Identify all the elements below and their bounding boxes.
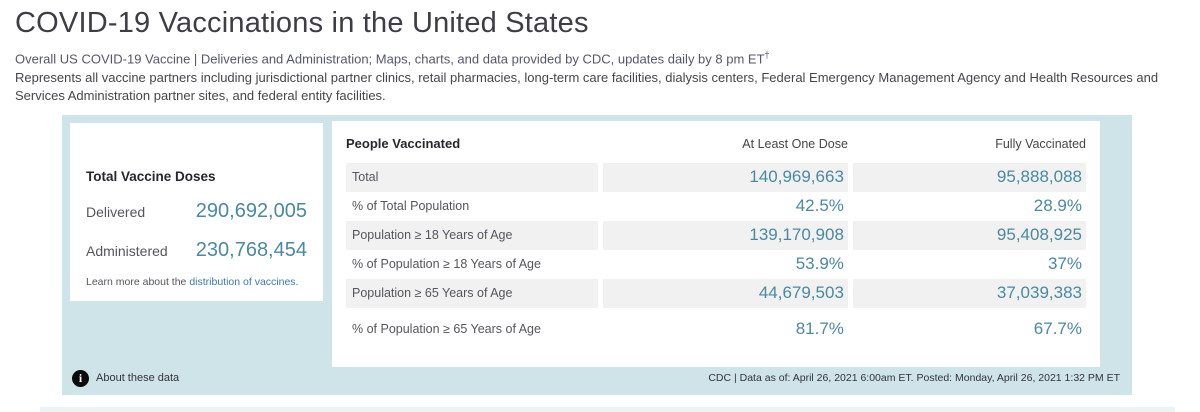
row-value-fully: 95,888,088 (996, 167, 1082, 187)
row-value-fully: 67.7% (1033, 319, 1082, 339)
administered-row: Administered 230,768,454 (86, 239, 307, 262)
delivered-value: 290,692,005 (195, 199, 307, 222)
row-label: Population ≥ 65 Years of Age (352, 286, 513, 301)
total-vaccine-doses-card: Total Vaccine Doses Delivered 290,692,00… (70, 122, 323, 301)
column-header-at-least-one-dose: At Least One Dose (742, 136, 848, 151)
delivered-row: Delivered 290,692,005 (86, 200, 307, 223)
vaccination-summary-panel: Total Vaccine Doses Delivered 290,692,00… (62, 114, 1132, 395)
dagger-footnote-mark: † (764, 50, 770, 60)
subtitle-line-1: Overall US COVID-19 Vaccine | Deliveries… (15, 46, 1185, 69)
learn-more-text: Learn more about the distribution of vac… (86, 276, 307, 288)
row-value-fully: 37% (1047, 254, 1082, 274)
table-row: % of Population ≥ 65 Years of Age 81.7% … (346, 315, 1086, 344)
table-header-row: People Vaccinated At Least One Dose Full… (346, 131, 1086, 157)
administered-label: Administered (86, 242, 168, 259)
table-row: Population ≥ 18 Years of Age 139,170,908… (346, 220, 1086, 250)
learn-more-prefix: Learn more about the (86, 275, 190, 288)
row-label: % of Population ≥ 65 Years of Age (352, 322, 541, 337)
row-label: Total (352, 170, 379, 185)
about-these-data-link[interactable]: i About these data (72, 369, 180, 387)
administered-value: 230,768,454 (195, 238, 307, 261)
table-row: Total 140,969,663 95,888,088 (346, 162, 1086, 192)
table-row: % of Population ≥ 18 Years of Age 53.9% … (346, 250, 1086, 279)
row-value-fully: 95,408,925 (996, 225, 1082, 245)
row-value-one-dose: 53.9% (795, 254, 844, 274)
row-value-one-dose: 139,170,908 (749, 225, 844, 245)
page-header: COVID-19 Vaccinations in the United Stat… (0, 0, 1200, 106)
page-title: COVID-19 Vaccinations in the United Stat… (15, 7, 589, 39)
distribution-of-vaccines-link[interactable]: distribution of vaccines. (189, 275, 299, 288)
delivered-label: Delivered (86, 203, 146, 220)
subtitle-text: Overall US COVID-19 Vaccine | Deliveries… (15, 51, 765, 67)
about-these-data-label: About these data (96, 372, 180, 385)
row-value-one-dose: 42.5% (795, 196, 844, 216)
next-section-panel (40, 406, 1175, 412)
row-value-fully: 28.9% (1033, 196, 1082, 216)
row-value-one-dose: 81.7% (795, 319, 844, 339)
table-row: Population ≥ 65 Years of Age 44,679,503 … (346, 278, 1086, 308)
people-vaccinated-card: People Vaccinated At Least One Dose Full… (332, 120, 1100, 367)
row-value-one-dose: 44,679,503 (758, 283, 844, 303)
row-label: % of Total Population (352, 199, 470, 214)
subtitle-line-2: Represents all vaccine partners includin… (15, 69, 1159, 104)
row-value-one-dose: 140,969,663 (749, 167, 844, 187)
row-value-fully: 37,039,383 (996, 283, 1082, 303)
info-icon[interactable]: i (72, 369, 89, 387)
table-row: % of Total Population 42.5% 28.9% (346, 192, 1086, 221)
table-title: People Vaccinated (346, 136, 461, 152)
row-label: % of Population ≥ 18 Years of Age (352, 257, 541, 272)
doses-card-title: Total Vaccine Doses (86, 168, 216, 184)
column-header-fully-vaccinated: Fully Vaccinated (995, 136, 1086, 151)
data-attribution: CDC | Data as of: April 26, 2021 6:00am … (708, 371, 1120, 384)
row-label: Population ≥ 18 Years of Age (352, 228, 513, 243)
